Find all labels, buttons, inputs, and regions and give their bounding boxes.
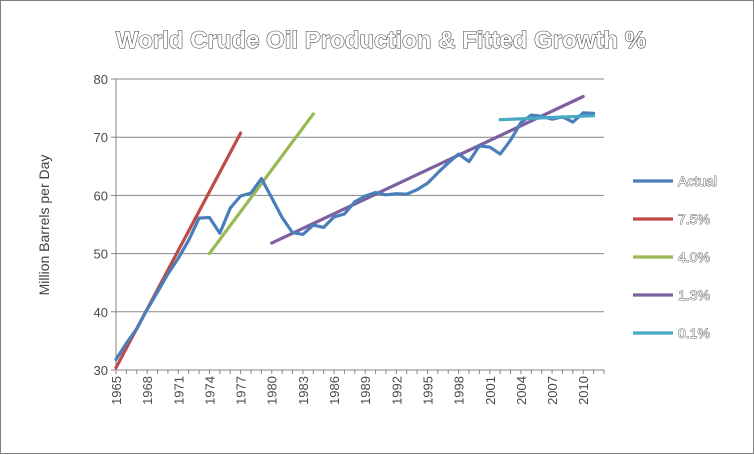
x-tick-label: 1971 xyxy=(171,376,186,405)
x-tick-label: 1986 xyxy=(327,376,342,405)
x-tick-label: 1974 xyxy=(202,376,217,405)
x-tick-label: 1977 xyxy=(234,376,249,405)
series-line-1-3 xyxy=(270,94,585,245)
legend-label-7-5: 7.5% xyxy=(678,211,710,227)
x-tick-label: 1968 xyxy=(140,376,155,405)
series-line-actual xyxy=(114,111,596,362)
y-axis-title: Million Barrels per Day xyxy=(36,155,52,296)
y-tick-label: 70 xyxy=(94,130,108,145)
series-line-0-1 xyxy=(498,114,596,122)
x-tick-label: 1965 xyxy=(109,376,124,405)
y-tick-label: 40 xyxy=(94,305,108,320)
y-tick-label: 50 xyxy=(94,247,108,262)
legend: Actual 7.5% 4.0% 1.3% 0.1% xyxy=(633,173,717,341)
legend-label-0-1: 0.1% xyxy=(678,325,710,341)
x-tick-label: 1980 xyxy=(265,376,280,405)
legend-label-1-3: 1.3% xyxy=(678,287,710,303)
x-tick-label: 2004 xyxy=(514,376,529,405)
legend-label-4-0: 4.0% xyxy=(678,249,710,265)
y-tick-label: 60 xyxy=(94,188,108,203)
gridlines xyxy=(116,78,604,313)
x-tick-label: 1998 xyxy=(452,376,467,405)
y-tick-label: 30 xyxy=(94,363,108,378)
x-tick-label: 1995 xyxy=(420,376,435,405)
x-tick-label: 1983 xyxy=(296,376,311,405)
y-axis-ticks: 30 40 50 60 70 80 xyxy=(93,72,116,378)
x-tick-label: 1989 xyxy=(358,376,373,405)
x-tick-label: 2007 xyxy=(545,376,560,405)
x-axis-ticks: 1965 1968 1971 1974 1977 1980 1983 1986 1989 1992… xyxy=(109,370,605,405)
x-tick-label: 2010 xyxy=(576,376,591,405)
y-tick-label: 80 xyxy=(94,72,108,87)
legend-label-actual: Actual xyxy=(678,173,717,189)
chart-title: World Crude Oil Production & Fitted Grow… xyxy=(116,27,646,54)
x-tick-label: 2001 xyxy=(483,376,498,405)
x-tick-label: 1992 xyxy=(389,376,404,405)
series-lines xyxy=(114,94,596,370)
series-line-4-0 xyxy=(207,112,315,256)
